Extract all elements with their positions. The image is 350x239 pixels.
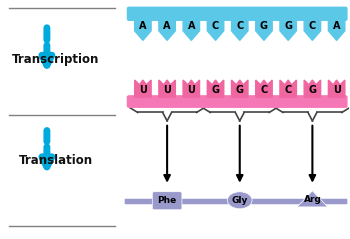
Text: C: C (260, 85, 268, 95)
Circle shape (228, 192, 252, 209)
Text: U: U (187, 85, 195, 95)
Polygon shape (207, 19, 224, 40)
FancyBboxPatch shape (127, 96, 347, 107)
Text: G: G (260, 21, 268, 31)
Polygon shape (135, 80, 151, 97)
Text: Phe: Phe (158, 196, 177, 205)
Polygon shape (231, 19, 248, 40)
FancyBboxPatch shape (127, 7, 347, 20)
Text: G: G (284, 21, 292, 31)
Text: Transcription: Transcription (12, 53, 99, 66)
Text: G: G (211, 85, 219, 95)
Text: U: U (332, 85, 341, 95)
Polygon shape (135, 19, 151, 40)
Text: G: G (236, 85, 244, 95)
Text: C: C (236, 21, 243, 31)
Polygon shape (304, 19, 321, 40)
Text: C: C (309, 21, 316, 31)
Text: A: A (188, 21, 195, 31)
Polygon shape (280, 19, 296, 40)
Text: G: G (308, 85, 316, 95)
Polygon shape (159, 80, 175, 97)
Text: Arg: Arg (303, 195, 321, 204)
Text: U: U (163, 85, 171, 95)
Text: A: A (139, 21, 147, 31)
Polygon shape (231, 80, 248, 97)
Polygon shape (256, 80, 272, 97)
Polygon shape (297, 191, 328, 207)
Text: C: C (285, 85, 292, 95)
Text: A: A (163, 21, 171, 31)
Text: Translation: Translation (19, 154, 92, 167)
Polygon shape (328, 80, 345, 97)
Polygon shape (328, 19, 345, 40)
Text: U: U (139, 85, 147, 95)
Polygon shape (256, 19, 272, 40)
Polygon shape (304, 80, 321, 97)
Polygon shape (280, 80, 296, 97)
Polygon shape (159, 19, 175, 40)
Text: C: C (212, 21, 219, 31)
FancyBboxPatch shape (152, 192, 182, 210)
Text: A: A (333, 21, 340, 31)
Polygon shape (183, 19, 200, 40)
Polygon shape (183, 80, 200, 97)
Text: Gly: Gly (232, 196, 248, 205)
Polygon shape (207, 80, 224, 97)
